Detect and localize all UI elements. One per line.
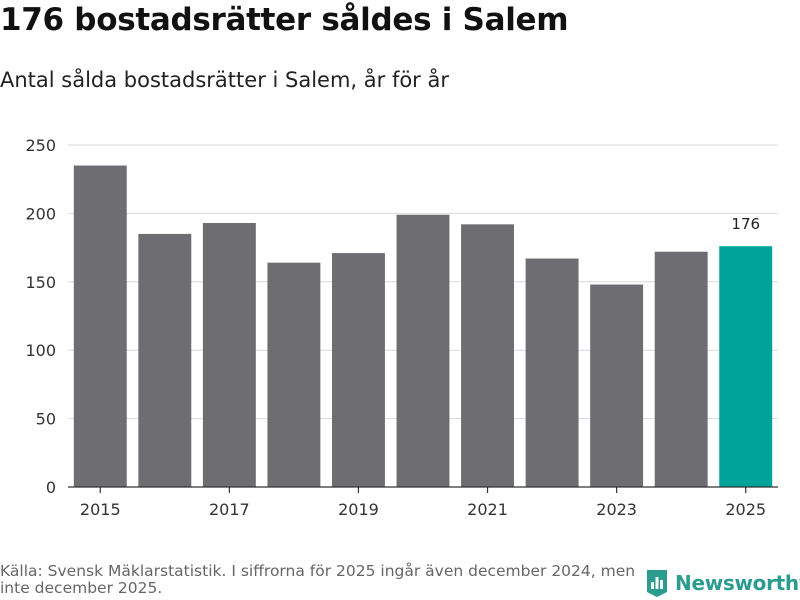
x-tick-label: 2021 <box>467 500 508 519</box>
chart-subtitle: Antal sålda bostadsrätter i Salem, år fö… <box>0 68 449 92</box>
x-tick-label: 2015 <box>80 500 121 519</box>
bar <box>590 284 644 487</box>
bar <box>719 246 773 487</box>
bar <box>331 253 385 487</box>
data-label: 176 <box>731 215 760 233</box>
bar <box>654 251 708 487</box>
y-tick-label: 50 <box>36 410 56 429</box>
y-tick-label: 250 <box>25 136 56 155</box>
y-tick-label: 200 <box>25 204 56 223</box>
bar <box>461 224 515 487</box>
x-tick-label: 2023 <box>596 500 637 519</box>
x-tick-label: 2017 <box>209 500 250 519</box>
x-tick-label: 2025 <box>725 500 766 519</box>
bar <box>396 214 450 487</box>
y-tick-label: 100 <box>25 341 56 360</box>
x-tick-label: 2019 <box>338 500 379 519</box>
brand-name: Newsworthy <box>675 571 800 595</box>
chart-title: 176 bostadsrätter såldes i Salem <box>0 2 569 38</box>
bar <box>202 222 256 487</box>
y-tick-label: 0 <box>46 478 56 497</box>
brand-logo: Newsworthy <box>645 568 800 598</box>
bar <box>73 165 127 487</box>
bar <box>138 233 192 487</box>
bar-chart: 0 50 100 150 200 250 176 2015 2017 2019 2021 2023 20… <box>25 136 778 519</box>
y-tick-label: 150 <box>25 273 56 292</box>
source-note: Källa: Svensk Mäklarstatistik. I siffror… <box>0 562 636 597</box>
bar <box>525 258 579 487</box>
newsworthy-logo-icon <box>647 570 667 597</box>
bar <box>267 262 321 487</box>
